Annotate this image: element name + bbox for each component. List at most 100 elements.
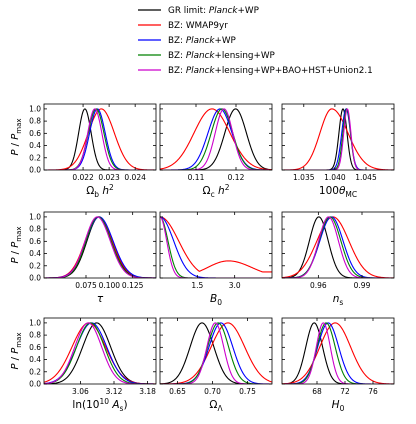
x-tick-label: 3.12 (106, 387, 123, 396)
y-tick-label: 0.8 (29, 225, 41, 234)
posterior-curve (282, 216, 394, 278)
legend-label: BZ: Planck+WP (168, 36, 236, 46)
posterior-curve (160, 216, 272, 273)
posterior-curve (44, 216, 156, 278)
y-tick-label: 0.0 (29, 166, 41, 175)
panel-frame (281, 211, 395, 279)
x-tick-label: 0.11 (188, 173, 205, 182)
panel-frame (281, 103, 395, 171)
y-axis-label: P / Pmax (10, 332, 23, 369)
x-tick-label: 0.65 (169, 387, 186, 396)
y-tick-label: 1.0 (29, 212, 41, 221)
x-tick-label: 3.18 (139, 387, 156, 396)
y-tick-label: 0.6 (29, 237, 41, 246)
posterior-curve (44, 108, 156, 170)
legend-label: BZ: Planck+lensing+WP+BAO+HST+Union2.1 (168, 66, 373, 76)
legend-label: GR limit: Planck+WP (168, 6, 259, 16)
x-tick-label: 0.12 (228, 173, 245, 182)
x-axis-label: 100θMC (319, 185, 357, 199)
posterior-curve (44, 322, 156, 384)
y-tick-label: 0.0 (29, 274, 41, 283)
y-tick-label: 0.2 (29, 261, 41, 270)
posterior-curve (282, 322, 394, 384)
y-tick-label: 1.0 (29, 318, 41, 327)
panel-frame (43, 211, 157, 279)
posterior-curve (282, 108, 394, 170)
panel-frame (159, 317, 273, 385)
x-tick-label: 0.100 (99, 281, 121, 290)
posterior-curve (282, 322, 394, 384)
y-tick-label: 0.8 (29, 117, 41, 126)
posterior-curve (282, 108, 394, 170)
posterior-panel: 3.06 3.12 3.18 0.0 0.2 0.4 0.6 0.8 1.0 ln(1010 As… (10, 317, 157, 413)
posterior-curve (160, 322, 272, 384)
y-axis-label: P / Pmax (10, 118, 23, 155)
y-tick-label: 0.4 (29, 249, 41, 258)
x-axis-label: Ωb h2 (86, 183, 114, 199)
x-axis-label: H0 (332, 399, 345, 413)
legend: GR limit: Planck+WP BZ: WMAP9yr BZ: Planck… (138, 6, 373, 76)
posterior-panel: 0.075 0.100 0.125 0.0 0.2 0.4 0.6 0.8 1.0 τ P / Pm… (10, 211, 157, 305)
posterior-curve (44, 108, 156, 170)
posterior-curve (160, 216, 272, 278)
panel-frame (159, 211, 273, 279)
x-tick-label: 0.023 (98, 173, 120, 182)
x-tick-label: 0.99 (354, 281, 371, 290)
y-tick-label: 0.0 (29, 380, 41, 389)
posterior-curve (282, 322, 394, 384)
posterior-curve (44, 108, 156, 170)
posterior-curve (160, 108, 272, 170)
panel-frame (43, 317, 157, 385)
x-tick-label: 0.075 (75, 281, 97, 290)
posterior-curve (282, 216, 394, 278)
posterior-curve (44, 216, 156, 278)
x-tick-label: 3.0 (229, 281, 241, 290)
x-tick-label: 1.035 (293, 173, 315, 182)
y-tick-label: 1.0 (29, 104, 41, 113)
legend-label: BZ: WMAP9yr (168, 21, 228, 31)
posterior-panel: 1.035 1.040 1.045 100θMC (281, 103, 395, 199)
legend-label: BZ: Planck+lensing+WP (168, 51, 275, 61)
x-tick-label: 1.5 (191, 281, 203, 290)
y-tick-label: 0.4 (29, 355, 41, 364)
posterior-curve (160, 108, 272, 170)
x-tick-label: 76 (368, 387, 378, 396)
x-tick-label: 1.040 (324, 173, 346, 182)
posterior-curve (282, 108, 394, 170)
posterior-curve (44, 216, 156, 278)
posterior-grid: 0.022 0.023 0.024 0.0 0.2 0.4 0.6 0.8 1.0 Ωb h2 P … (10, 103, 395, 413)
posterior-curve (44, 108, 156, 170)
posterior-panel: 0.022 0.023 0.024 0.0 0.2 0.4 0.6 0.8 1.0 Ωb h2 P … (10, 103, 157, 199)
x-axis-label: B0 (210, 293, 222, 307)
posterior-curve (282, 108, 394, 170)
posterior-panel: 0.96 0.99 ns (281, 211, 395, 307)
y-tick-label: 0.2 (29, 153, 41, 162)
x-tick-label: 0.96 (310, 281, 327, 290)
posterior-curve (282, 108, 394, 170)
panel-frame (43, 103, 157, 171)
x-axis-label: ns (333, 293, 344, 307)
y-tick-label: 0.8 (29, 331, 41, 340)
posterior-panel: 0.65 0.70 0.75 ΩΛ (159, 317, 273, 413)
panel-frame (159, 103, 273, 171)
x-tick-label: 0.022 (72, 173, 94, 182)
x-tick-label: 0.70 (204, 387, 221, 396)
x-tick-label: 3.06 (72, 387, 89, 396)
x-tick-label: 1.045 (355, 173, 377, 182)
posterior-curve (282, 322, 394, 384)
y-axis-label: P / Pmax (10, 226, 23, 263)
posterior-curve (282, 322, 394, 384)
posterior-panel: 1.5 3.0 B0 (159, 211, 273, 307)
posterior-panel: 68 72 76 H0 (281, 317, 395, 413)
x-tick-label: 0.75 (239, 387, 256, 396)
x-tick-label: 0.024 (124, 173, 146, 182)
x-tick-label: 72 (340, 387, 350, 396)
posterior-curve (160, 322, 272, 384)
x-axis-label: Ωc h2 (203, 183, 230, 199)
panel-frame (281, 317, 395, 385)
posterior-curve (44, 216, 156, 278)
x-tick-label: 0.125 (122, 281, 144, 290)
posterior-curve (160, 322, 272, 384)
x-axis-label: ΩΛ (209, 399, 223, 413)
x-axis-label: ln(1010 As) (72, 397, 127, 413)
